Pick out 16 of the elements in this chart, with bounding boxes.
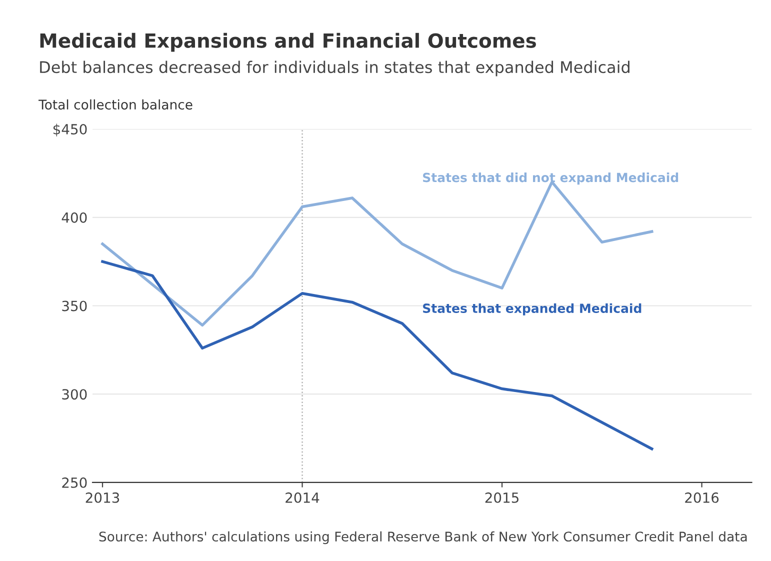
y-tick-label: 350 [62, 300, 87, 312]
y-tick-label: 400 [62, 212, 87, 223]
series-label: States that expanded Medicaid [423, 303, 642, 316]
x-tick-label: 2013 [86, 492, 120, 503]
y-tick-label: 250 [62, 477, 87, 488]
chart-subtitle: Debt balances decreased for individuals in states that expanded Medicaid [40, 60, 630, 76]
x-tick-label: 2014 [286, 492, 320, 503]
x-tick-label: 2016 [685, 492, 719, 503]
source-note: Source: Authors' calculations using Federal Reserve Bank of New York Consumer Credit Panel data [99, 531, 747, 544]
chart-title: Medicaid Expansions and Financial Outcomes [40, 32, 536, 52]
y-tick-label: $450 [53, 124, 87, 136]
x-tick-label: 2015 [485, 492, 518, 503]
y-tick-label: 300 [62, 389, 87, 400]
series-label: States that did not expand Medicaid [423, 172, 678, 185]
line-series [101, 260, 654, 450]
y-axis-title: Total collection balance [38, 99, 192, 110]
